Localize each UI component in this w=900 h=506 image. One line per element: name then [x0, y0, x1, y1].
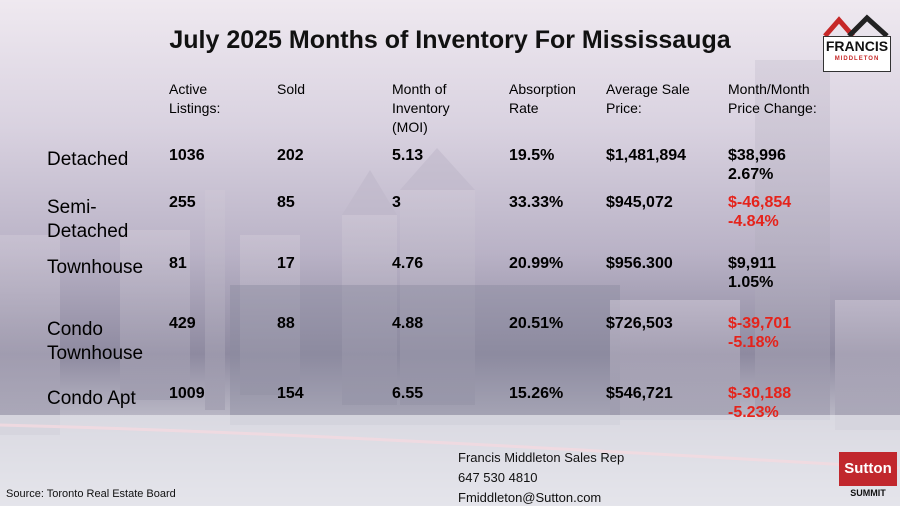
cell-active: 81 [169, 255, 187, 272]
cell-avg-price: $726,503 [606, 315, 673, 332]
header-absorption-rate: Absorption Rate [509, 81, 576, 116]
contact-phone: 647 530 4810 [458, 470, 538, 485]
row-label-semi-detached: Semi- Detached [47, 197, 129, 242]
cell-active: 429 [169, 315, 196, 332]
page-title: July 2025 Months of Inventory For Missis… [169, 26, 731, 54]
cell-change-amount: $-39,701 [728, 315, 792, 332]
cell-sold: 88 [277, 315, 295, 332]
cell-avg-price: $956.300 [606, 255, 673, 272]
cell-moi: 6.55 [392, 385, 424, 402]
house-roof-icon [823, 14, 889, 38]
cell-sold: 202 [277, 147, 304, 164]
cell-moi: 5.13 [392, 147, 424, 164]
header-active-listings: Active Listings: [169, 81, 221, 116]
cell-change-pct: -5.23% [728, 404, 779, 421]
cell-avg-price: $1,481,894 [606, 147, 687, 164]
contact-email: Fmiddleton@Sutton.com [458, 490, 602, 505]
row-label-condo-townhouse: Condo Townhouse [47, 319, 144, 364]
sutton-summit-logo: Sutton SUMMIT [839, 452, 897, 504]
logo-name: FRANCIS [825, 38, 889, 54]
cell-change-pct: 1.05% [728, 274, 774, 291]
contact-name: Francis Middleton Sales Rep [458, 450, 625, 465]
cell-moi: 3 [392, 194, 401, 211]
cell-change-pct: -5.18% [728, 334, 779, 351]
cell-change-amount: $-46,854 [728, 194, 792, 211]
row-label-townhouse: Townhouse [47, 257, 144, 278]
cell-absorption: 19.5% [509, 147, 555, 164]
logo-surname: MIDDLETON [834, 56, 880, 62]
cell-active: 1009 [169, 385, 205, 402]
cell-change-amount: $9,911 [728, 255, 777, 272]
sutton-wordmark: Sutton [839, 452, 897, 486]
cell-moi: 4.88 [392, 315, 424, 332]
cell-change-pct: 2.67% [728, 166, 774, 183]
cell-moi: 4.76 [392, 255, 424, 272]
cell-avg-price: $546,721 [606, 385, 673, 402]
header-price-change: Month/Month Price Change: [728, 81, 817, 116]
contact-block: Francis Middleton Sales Rep 647 530 4810… [458, 448, 624, 506]
logo-box: FRANCIS MIDDLETON [823, 36, 891, 72]
cell-absorption: 15.26% [509, 385, 564, 402]
header-average-sale-price: Average Sale Price: [606, 81, 690, 116]
francis-middleton-logo: FRANCIS MIDDLETON [823, 14, 891, 72]
cell-change-amount: $38,996 [728, 147, 786, 164]
cell-absorption: 20.51% [509, 315, 564, 332]
cell-absorption: 20.99% [509, 255, 564, 272]
cell-change-pct: -4.84% [728, 213, 779, 230]
row-label-detached: Detached [47, 149, 129, 170]
cell-sold: 154 [277, 385, 304, 402]
cell-sold: 85 [277, 194, 295, 211]
cell-active: 1036 [169, 147, 205, 164]
header-moi: Month of Inventory (MOI) [392, 81, 450, 135]
cell-avg-price: $945,072 [606, 194, 673, 211]
source-note: Source: Toronto Real Estate Board [6, 488, 176, 500]
row-label-condo-apt: Condo Apt [47, 388, 136, 409]
summit-wordmark: SUMMIT [850, 488, 886, 498]
cell-change-amount: $-30,188 [728, 385, 792, 402]
cell-sold: 17 [277, 255, 295, 272]
header-sold: Sold [277, 81, 306, 97]
cell-absorption: 33.33% [509, 194, 564, 211]
cell-active: 255 [169, 194, 196, 211]
